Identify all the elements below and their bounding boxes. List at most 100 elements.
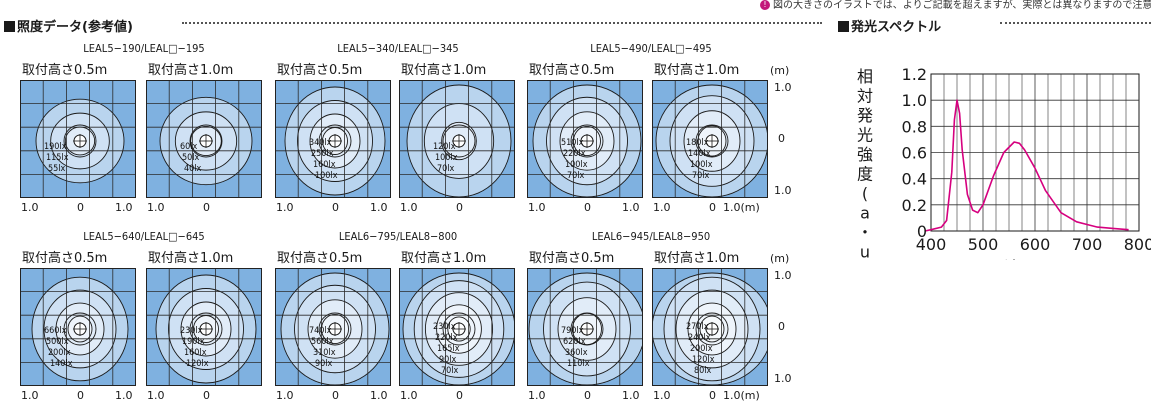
- y-tick-label: 0.6: [902, 144, 927, 163]
- illuminance-diagram: 790lx 620lx 360lx 110lx: [527, 268, 643, 386]
- y-tick: 0: [778, 320, 785, 333]
- illuminance-diagram: 60lx 50lx 40lx: [146, 80, 262, 198]
- model-title: LEAL5−640/LEAL□−645: [83, 230, 205, 243]
- lux-label: 220lx: [563, 149, 586, 159]
- lux-label: 120lx: [692, 355, 715, 365]
- y-tick: 1.0: [774, 372, 792, 385]
- x-tick: 1.0: [147, 201, 165, 214]
- x-tick: 0: [584, 201, 591, 214]
- lux-label: 240lx: [688, 333, 711, 343]
- x-tick: 1.0: [276, 201, 294, 214]
- unit-label: (m): [770, 252, 790, 265]
- unit-label: (m): [770, 64, 790, 77]
- lux-label: 620lx: [563, 337, 586, 347]
- x-tick: 1.0: [653, 389, 671, 402]
- y-tick-label: 0.8: [902, 117, 927, 136]
- heading-leader-dots: [182, 22, 822, 24]
- x-axis-label: 波長(nm): [1004, 258, 1074, 260]
- lux-label: 790lx: [561, 326, 584, 336]
- square-bullet-icon: [4, 21, 15, 32]
- x-tick-label: 500: [968, 235, 999, 254]
- illuminance-diagram: 740lx 560lx 310lx 90lx: [275, 268, 391, 386]
- lux-label: 120lx: [433, 142, 456, 152]
- lux-label: 90lx: [315, 359, 333, 369]
- mounting-height-label: 取付高さ1.0m: [148, 251, 234, 266]
- lux-label: 55lx: [48, 164, 66, 174]
- lux-label: 70lx: [692, 171, 710, 181]
- x-tick-label: 800: [1124, 235, 1151, 254]
- x-tick: 1.0: [21, 201, 39, 214]
- lux-label: 165lx: [437, 344, 460, 354]
- mounting-height-label: 取付高さ0.5m: [277, 251, 363, 266]
- illuminance-diagram: 180lx 140lx 100lx 70lx: [652, 80, 768, 198]
- model-title: LEAL5−340/LEAL□−345: [337, 42, 459, 55]
- y-tick-label: 0.4: [902, 170, 927, 189]
- lux-label: 140lx: [688, 149, 711, 159]
- y-axis-label: 相対発光強度(a・u): [857, 67, 873, 260]
- illuminance-diagram: 660lx 500lx 200lx 140lx: [20, 268, 136, 386]
- illuminance-diagram: 190lx 115lx 55lx: [20, 80, 136, 198]
- illuminance-diagram: 270lx 240lx 200lx 120lx 80lx: [652, 268, 768, 386]
- x-tick: 1.0: [653, 201, 671, 214]
- y-tick-label: 0: [917, 222, 927, 241]
- x-tick: 0: [77, 201, 84, 214]
- lux-label: 90lx: [439, 355, 457, 365]
- x-tick: 0: [584, 389, 591, 402]
- lux-label: 70lx: [567, 171, 585, 181]
- caution-text: 図の大きさのイラストでは、よりご記載を超えますが、実際とは異なりますので注意くだ…: [773, 0, 1151, 11]
- x-tick: 0: [77, 389, 84, 402]
- x-tick: 0: [709, 201, 716, 214]
- x-tick: 1.0: [115, 201, 133, 214]
- x-tick: 1.0: [528, 201, 546, 214]
- model-title: LEAL5−490/LEAL□−495: [590, 42, 712, 55]
- mounting-height-label: 取付高さ1.0m: [401, 251, 487, 266]
- lux-label: 190lx: [44, 142, 67, 152]
- unit-label-bottom: 1.0(m): [723, 389, 760, 402]
- lux-label: 100lx: [690, 160, 713, 170]
- lux-label: 160lx: [313, 160, 336, 170]
- lux-label: 60lx: [180, 142, 198, 152]
- unit-label-bottom: 1.0(m): [723, 201, 760, 214]
- lux-label: 200lx: [690, 344, 713, 354]
- lux-label: 200lx: [48, 348, 71, 358]
- lux-label: 340lx: [309, 138, 332, 148]
- mounting-height-label: 取付高さ0.5m: [529, 251, 615, 266]
- lux-label: 360lx: [565, 348, 588, 358]
- illuminance-diagram: 230lx 190lx 160lx 120lx: [146, 268, 262, 386]
- x-tick: 1.0: [21, 389, 39, 402]
- x-tick: 1.0: [147, 389, 165, 402]
- lux-label: 140lx: [50, 359, 73, 369]
- y-tick: 1.0: [774, 184, 792, 197]
- lux-label: 510lx: [561, 138, 584, 148]
- x-tick: 1.0: [622, 201, 640, 214]
- mounting-height-label: 取付高さ0.5m: [22, 63, 108, 78]
- lux-label: 50lx: [182, 153, 200, 163]
- lux-label: 270lx: [686, 322, 709, 332]
- lux-label: 80lx: [694, 366, 712, 376]
- mounting-height-label: 取付高さ1.0m: [148, 63, 234, 78]
- caution-note: !図の大きさのイラストでは、よりご記載を超えますが、実際とは異なりますので注意く…: [760, 0, 1151, 11]
- mounting-height-label: 取付高さ0.5m: [529, 63, 615, 78]
- x-tick: 0: [203, 389, 210, 402]
- x-tick: 0: [709, 389, 716, 402]
- x-tick: 1.0: [370, 389, 388, 402]
- lux-label: 100lx: [565, 160, 588, 170]
- x-tick: 1.0: [622, 389, 640, 402]
- y-tick-label: 0.2: [902, 196, 927, 215]
- model-title: LEAL5−190/LEAL□−195: [83, 42, 205, 55]
- x-tick: 0: [456, 201, 463, 214]
- mounting-height-label: 取付高さ0.5m: [277, 63, 363, 78]
- caution-icon: !: [760, 0, 770, 10]
- lux-label: 40lx: [184, 164, 202, 174]
- lux-label: 230lx: [433, 322, 456, 332]
- lux-label: 500lx: [46, 337, 69, 347]
- lux-label: 230lx: [180, 326, 203, 336]
- square-bullet-icon: [838, 21, 849, 32]
- lux-label: 115lx: [46, 153, 69, 163]
- x-tick-label: 400: [916, 235, 947, 254]
- spectrum-chart: 0 0.2 0.4 0.6 0.8 1.0 1.2 400 500 600 700 800 波長(nm)…: [857, 65, 1151, 260]
- spectrum-curve: [924, 99, 1129, 232]
- x-tick: 0: [332, 201, 339, 214]
- model-title: LEAL6−945/LEAL8−950: [591, 230, 711, 243]
- illuminance-diagram: 510lx 220lx 100lx 70lx: [527, 80, 643, 198]
